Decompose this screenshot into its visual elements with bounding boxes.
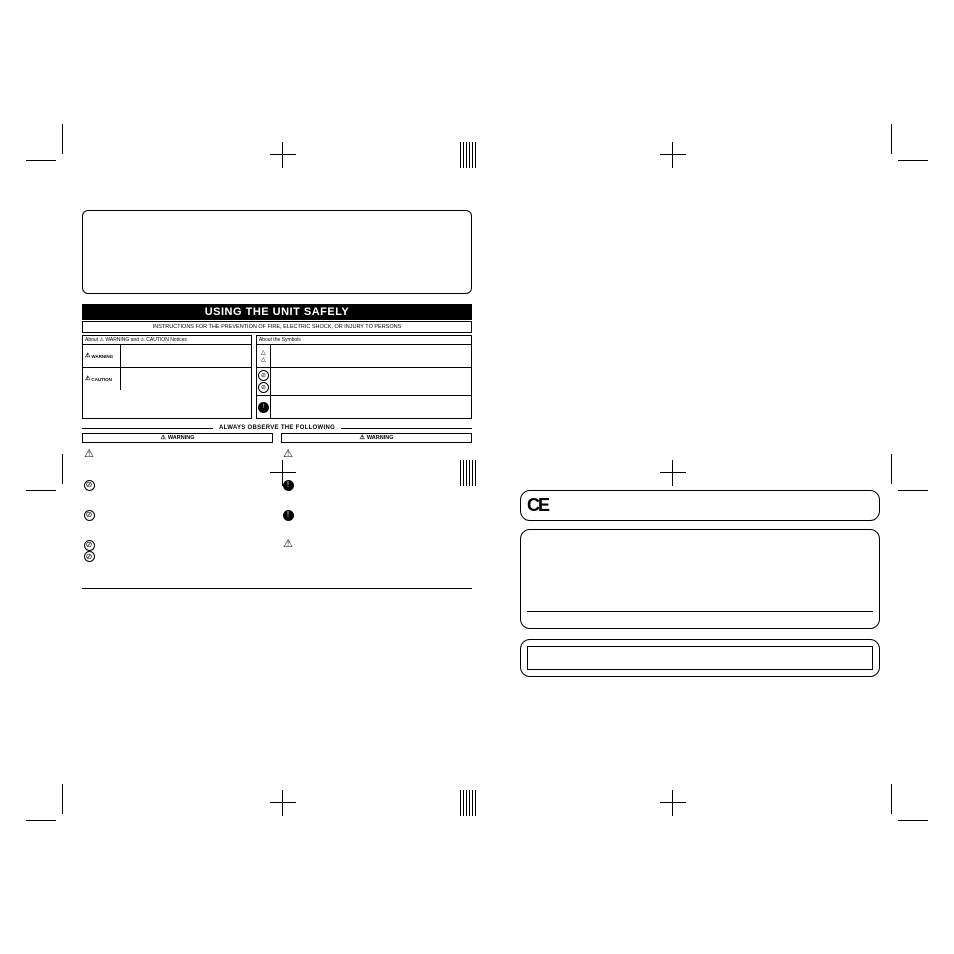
symbol-cell: △△	[257, 345, 271, 367]
alert-icon: ⚠	[281, 449, 295, 469]
alert-icon: ⚠	[82, 449, 96, 469]
registration-mark	[660, 142, 686, 168]
ce-declaration-box: CE	[520, 490, 880, 521]
info-box	[520, 529, 880, 629]
prohibit-icon: ⊘	[82, 479, 96, 499]
safety-item: ⚠	[281, 539, 472, 559]
crop-mark	[32, 460, 50, 478]
header-box	[82, 210, 472, 294]
notice-box-inner	[527, 646, 873, 670]
symbol-cell: ⊘⊘	[257, 368, 271, 395]
info-box-divider	[527, 611, 873, 612]
warning-icon: ⚠	[360, 435, 365, 441]
warning-icon: ⚠	[161, 435, 166, 441]
caution-row-label: ⚠CAUTION	[83, 368, 121, 390]
warning-col-header: ⚠WARNING	[82, 433, 273, 443]
warning-icon: ⚠	[85, 376, 90, 382]
safety-instructions: INSTRUCTIONS FOR THE PREVENTION OF FIRE,…	[82, 321, 472, 333]
prohibit-icon: ⊘⊘	[82, 539, 96, 562]
symbols-header: About the Symbols	[257, 336, 471, 345]
section-divider	[82, 588, 472, 589]
prohibit-icon: ⊘	[82, 509, 96, 529]
page-right: CE	[520, 210, 880, 677]
crop-mark	[32, 130, 50, 148]
crop-mark	[32, 790, 50, 808]
notices-header: About ⚠ WARNING and ⚠ CAUTION Notices	[83, 336, 251, 345]
print-bars	[460, 142, 482, 168]
safety-item: ⊘	[82, 479, 273, 499]
safety-item: ⊘⊘	[82, 539, 273, 562]
registration-mark	[270, 790, 296, 816]
warning-row-label: ⚠WARNING	[83, 345, 121, 367]
safety-item: !	[281, 509, 472, 529]
ce-mark-icon: CE	[527, 495, 873, 516]
registration-mark	[270, 142, 296, 168]
warning-caution-table: About ⚠ WARNING and ⚠ CAUTION Notices ⚠W…	[82, 335, 252, 419]
crop-mark	[904, 460, 922, 478]
crop-mark	[904, 130, 922, 148]
safety-title: USING THE UNIT SAFELY	[82, 304, 472, 320]
crop-mark	[904, 790, 922, 808]
symbol-cell: !	[257, 396, 271, 418]
warning-icon: ⚠	[85, 353, 90, 359]
print-bars	[460, 790, 482, 816]
notice-box-outer	[520, 639, 880, 677]
always-observe: ALWAYS OBSERVE THE FOLLOWING	[82, 425, 472, 431]
mandatory-icon: !	[281, 479, 295, 499]
safety-item: ⚠	[281, 449, 472, 469]
page-left: USING THE UNIT SAFELY INSTRUCTIONS FOR T…	[82, 210, 472, 589]
warning-columns: ⚠WARNING ⚠ ⊘ ⊘ ⊘⊘ ⚠WARNING ⚠ ! ! ⚠	[82, 433, 472, 562]
notice-tables: About ⚠ WARNING and ⚠ CAUTION Notices ⚠W…	[82, 335, 472, 419]
safety-item: ⚠	[82, 449, 273, 469]
registration-mark	[660, 790, 686, 816]
warning-col-1: ⚠WARNING ⚠ ⊘ ⊘ ⊘⊘	[82, 433, 273, 562]
safety-item: !	[281, 479, 472, 499]
alert-icon: ⚠	[281, 539, 295, 559]
mandatory-icon: !	[281, 509, 295, 529]
safety-item: ⊘	[82, 509, 273, 529]
symbols-table: About the Symbols △△ ⊘⊘ !	[256, 335, 472, 419]
warning-col-2: ⚠WARNING ⚠ ! ! ⚠	[281, 433, 472, 562]
warning-col-header: ⚠WARNING	[281, 433, 472, 443]
